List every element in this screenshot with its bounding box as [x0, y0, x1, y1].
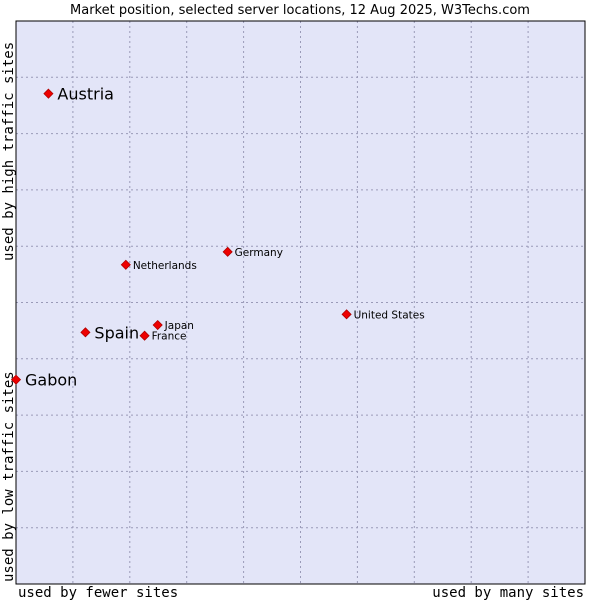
x-axis-label-right: used by many sites	[432, 585, 584, 600]
point-marker	[139, 330, 150, 341]
point-label: United States	[354, 309, 425, 321]
plot-frame	[15, 20, 586, 585]
point-label: Netherlands	[133, 260, 197, 272]
point-marker	[222, 246, 233, 257]
data-point-france: France	[139, 330, 187, 343]
point-marker	[80, 327, 91, 338]
point-label: Japan	[164, 320, 194, 332]
data-points: Austria Germany Netherlands United States Ja…	[10, 85, 425, 390]
data-point-united-states: United States	[341, 309, 425, 321]
point-label: Austria	[57, 85, 114, 104]
data-point-germany: Germany	[222, 246, 283, 259]
point-marker	[43, 88, 54, 99]
data-point-spain: Spain	[80, 323, 139, 342]
y-axis-label-bottom: used by low traffic sites	[1, 371, 17, 582]
data-point-netherlands: Netherlands	[120, 259, 197, 272]
point-label: Spain	[94, 323, 139, 342]
point-marker	[10, 374, 22, 385]
point-label: Gabon	[25, 371, 77, 390]
point-label: Germany	[235, 247, 283, 259]
data-point-austria: Austria	[43, 85, 114, 104]
grid-lines	[16, 21, 585, 584]
y-axis-label-top: used by high traffic sites	[1, 42, 17, 261]
point-marker	[152, 319, 163, 331]
x-axis-label-left: used by fewer sites	[18, 585, 178, 600]
point-marker	[341, 309, 352, 320]
data-point-gabon: Gabon	[10, 371, 77, 390]
point-marker	[120, 259, 131, 270]
chart-title: Market position, selected server locatio…	[70, 3, 530, 18]
data-point-japan: Japan	[152, 319, 194, 332]
point-label: France	[152, 331, 187, 343]
